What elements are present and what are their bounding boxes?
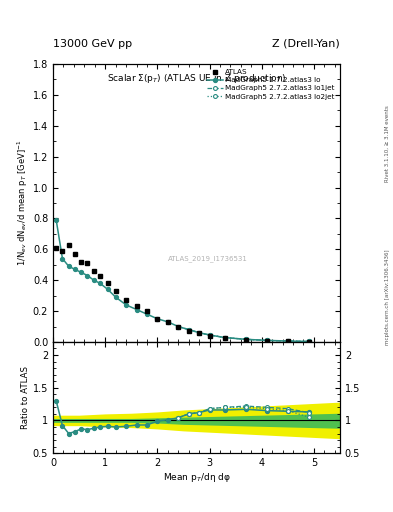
MadGraph5 2.7.2.atlas3 lo2jet bbox=[197, 330, 202, 336]
MadGraph5 2.7.2.atlas3 lo bbox=[244, 336, 248, 343]
MadGraph5 2.7.2.atlas3 lo2jet bbox=[186, 327, 191, 333]
ATLAS bbox=[54, 245, 59, 251]
MadGraph5 2.7.2.atlas3 lo1jet bbox=[244, 336, 248, 343]
MadGraph5 2.7.2.atlas3 lo bbox=[97, 280, 102, 286]
MadGraph5 2.7.2.atlas3 lo bbox=[306, 338, 311, 345]
MadGraph5 2.7.2.atlas3 lo bbox=[92, 277, 96, 283]
MadGraph5 2.7.2.atlas3 lo1jet bbox=[264, 337, 269, 344]
MadGraph5 2.7.2.atlas3 lo bbox=[60, 255, 65, 262]
Y-axis label: Ratio to ATLAS: Ratio to ATLAS bbox=[21, 366, 30, 429]
Line: ATLAS: ATLAS bbox=[54, 242, 311, 344]
Line: MadGraph5 2.7.2.atlas3 lo1jet: MadGraph5 2.7.2.atlas3 lo1jet bbox=[176, 325, 310, 344]
ATLAS bbox=[79, 259, 84, 265]
ATLAS bbox=[97, 272, 102, 279]
ATLAS bbox=[197, 330, 202, 336]
ATLAS bbox=[285, 338, 290, 344]
Y-axis label: 1/N$_{ev}$ dN$_{ev}$/d mean p$_T$ [GeV]$^{-1}$: 1/N$_{ev}$ dN$_{ev}$/d mean p$_T$ [GeV]$… bbox=[16, 140, 30, 266]
MadGraph5 2.7.2.atlas3 lo2jet bbox=[207, 332, 212, 338]
ATLAS bbox=[85, 260, 90, 266]
MadGraph5 2.7.2.atlas3 lo bbox=[113, 294, 118, 300]
ATLAS bbox=[244, 336, 248, 343]
MadGraph5 2.7.2.atlas3 lo2jet bbox=[176, 324, 181, 330]
MadGraph5 2.7.2.atlas3 lo bbox=[134, 307, 139, 313]
MadGraph5 2.7.2.atlas3 lo bbox=[285, 338, 290, 344]
Line: MadGraph5 2.7.2.atlas3 lo: MadGraph5 2.7.2.atlas3 lo bbox=[54, 218, 310, 344]
Text: Rivet 3.1.10, ≥ 3.1M events: Rivet 3.1.10, ≥ 3.1M events bbox=[385, 105, 389, 182]
MadGraph5 2.7.2.atlas3 lo bbox=[186, 327, 191, 333]
MadGraph5 2.7.2.atlas3 lo1jet bbox=[306, 338, 311, 345]
Text: Z (Drell-Yan): Z (Drell-Yan) bbox=[272, 38, 340, 49]
ATLAS bbox=[264, 337, 269, 344]
ATLAS bbox=[306, 338, 311, 345]
ATLAS bbox=[155, 316, 160, 322]
MadGraph5 2.7.2.atlas3 lo bbox=[124, 302, 129, 308]
Text: Scalar Σ(p$_T$) (ATLAS UE in Z production): Scalar Σ(p$_T$) (ATLAS UE in Z productio… bbox=[107, 72, 286, 86]
MadGraph5 2.7.2.atlas3 lo bbox=[223, 334, 228, 340]
MadGraph5 2.7.2.atlas3 lo bbox=[54, 217, 59, 223]
ATLAS bbox=[92, 268, 96, 274]
MadGraph5 2.7.2.atlas3 lo1jet bbox=[176, 324, 181, 330]
ATLAS bbox=[113, 288, 118, 294]
ATLAS bbox=[66, 242, 71, 248]
Legend: ATLAS, MadGraph5 2.7.2.atlas3 lo, MadGraph5 2.7.2.atlas3 lo1jet, MadGraph5 2.7.2: ATLAS, MadGraph5 2.7.2.atlas3 lo, MadGra… bbox=[205, 68, 336, 101]
MadGraph5 2.7.2.atlas3 lo bbox=[207, 332, 212, 338]
ATLAS bbox=[145, 308, 149, 314]
MadGraph5 2.7.2.atlas3 lo bbox=[85, 272, 90, 279]
MadGraph5 2.7.2.atlas3 lo bbox=[66, 263, 71, 269]
MadGraph5 2.7.2.atlas3 lo bbox=[105, 286, 110, 292]
ATLAS bbox=[124, 297, 129, 303]
X-axis label: Mean p$_T$/dη dφ: Mean p$_T$/dη dφ bbox=[163, 471, 230, 484]
ATLAS bbox=[60, 248, 65, 254]
MadGraph5 2.7.2.atlas3 lo bbox=[264, 337, 269, 344]
MadGraph5 2.7.2.atlas3 lo1jet bbox=[186, 327, 191, 333]
Line: MadGraph5 2.7.2.atlas3 lo2jet: MadGraph5 2.7.2.atlas3 lo2jet bbox=[176, 325, 310, 344]
MadGraph5 2.7.2.atlas3 lo bbox=[145, 311, 149, 317]
ATLAS bbox=[223, 335, 228, 341]
MadGraph5 2.7.2.atlas3 lo2jet bbox=[264, 337, 269, 344]
MadGraph5 2.7.2.atlas3 lo1jet bbox=[197, 330, 202, 336]
ATLAS bbox=[73, 251, 77, 257]
Text: ATLAS_2019_I1736531: ATLAS_2019_I1736531 bbox=[168, 255, 248, 262]
ATLAS bbox=[105, 280, 110, 286]
MadGraph5 2.7.2.atlas3 lo bbox=[176, 324, 181, 330]
MadGraph5 2.7.2.atlas3 lo bbox=[79, 269, 84, 275]
Text: mcplots.cern.ch [arXiv:1306.3436]: mcplots.cern.ch [arXiv:1306.3436] bbox=[385, 249, 389, 345]
MadGraph5 2.7.2.atlas3 lo bbox=[197, 330, 202, 336]
ATLAS bbox=[165, 319, 170, 325]
ATLAS bbox=[134, 303, 139, 309]
MadGraph5 2.7.2.atlas3 lo2jet bbox=[244, 336, 248, 343]
MadGraph5 2.7.2.atlas3 lo1jet bbox=[285, 338, 290, 344]
MadGraph5 2.7.2.atlas3 lo1jet bbox=[207, 332, 212, 338]
Text: 13000 GeV pp: 13000 GeV pp bbox=[53, 38, 132, 49]
ATLAS bbox=[207, 333, 212, 339]
MadGraph5 2.7.2.atlas3 lo1jet bbox=[223, 334, 228, 340]
MadGraph5 2.7.2.atlas3 lo2jet bbox=[223, 334, 228, 340]
MadGraph5 2.7.2.atlas3 lo2jet bbox=[285, 338, 290, 344]
MadGraph5 2.7.2.atlas3 lo2jet bbox=[306, 338, 311, 345]
ATLAS bbox=[176, 324, 181, 330]
MadGraph5 2.7.2.atlas3 lo bbox=[165, 319, 170, 325]
MadGraph5 2.7.2.atlas3 lo bbox=[155, 316, 160, 322]
MadGraph5 2.7.2.atlas3 lo bbox=[73, 266, 77, 272]
ATLAS bbox=[186, 328, 191, 334]
